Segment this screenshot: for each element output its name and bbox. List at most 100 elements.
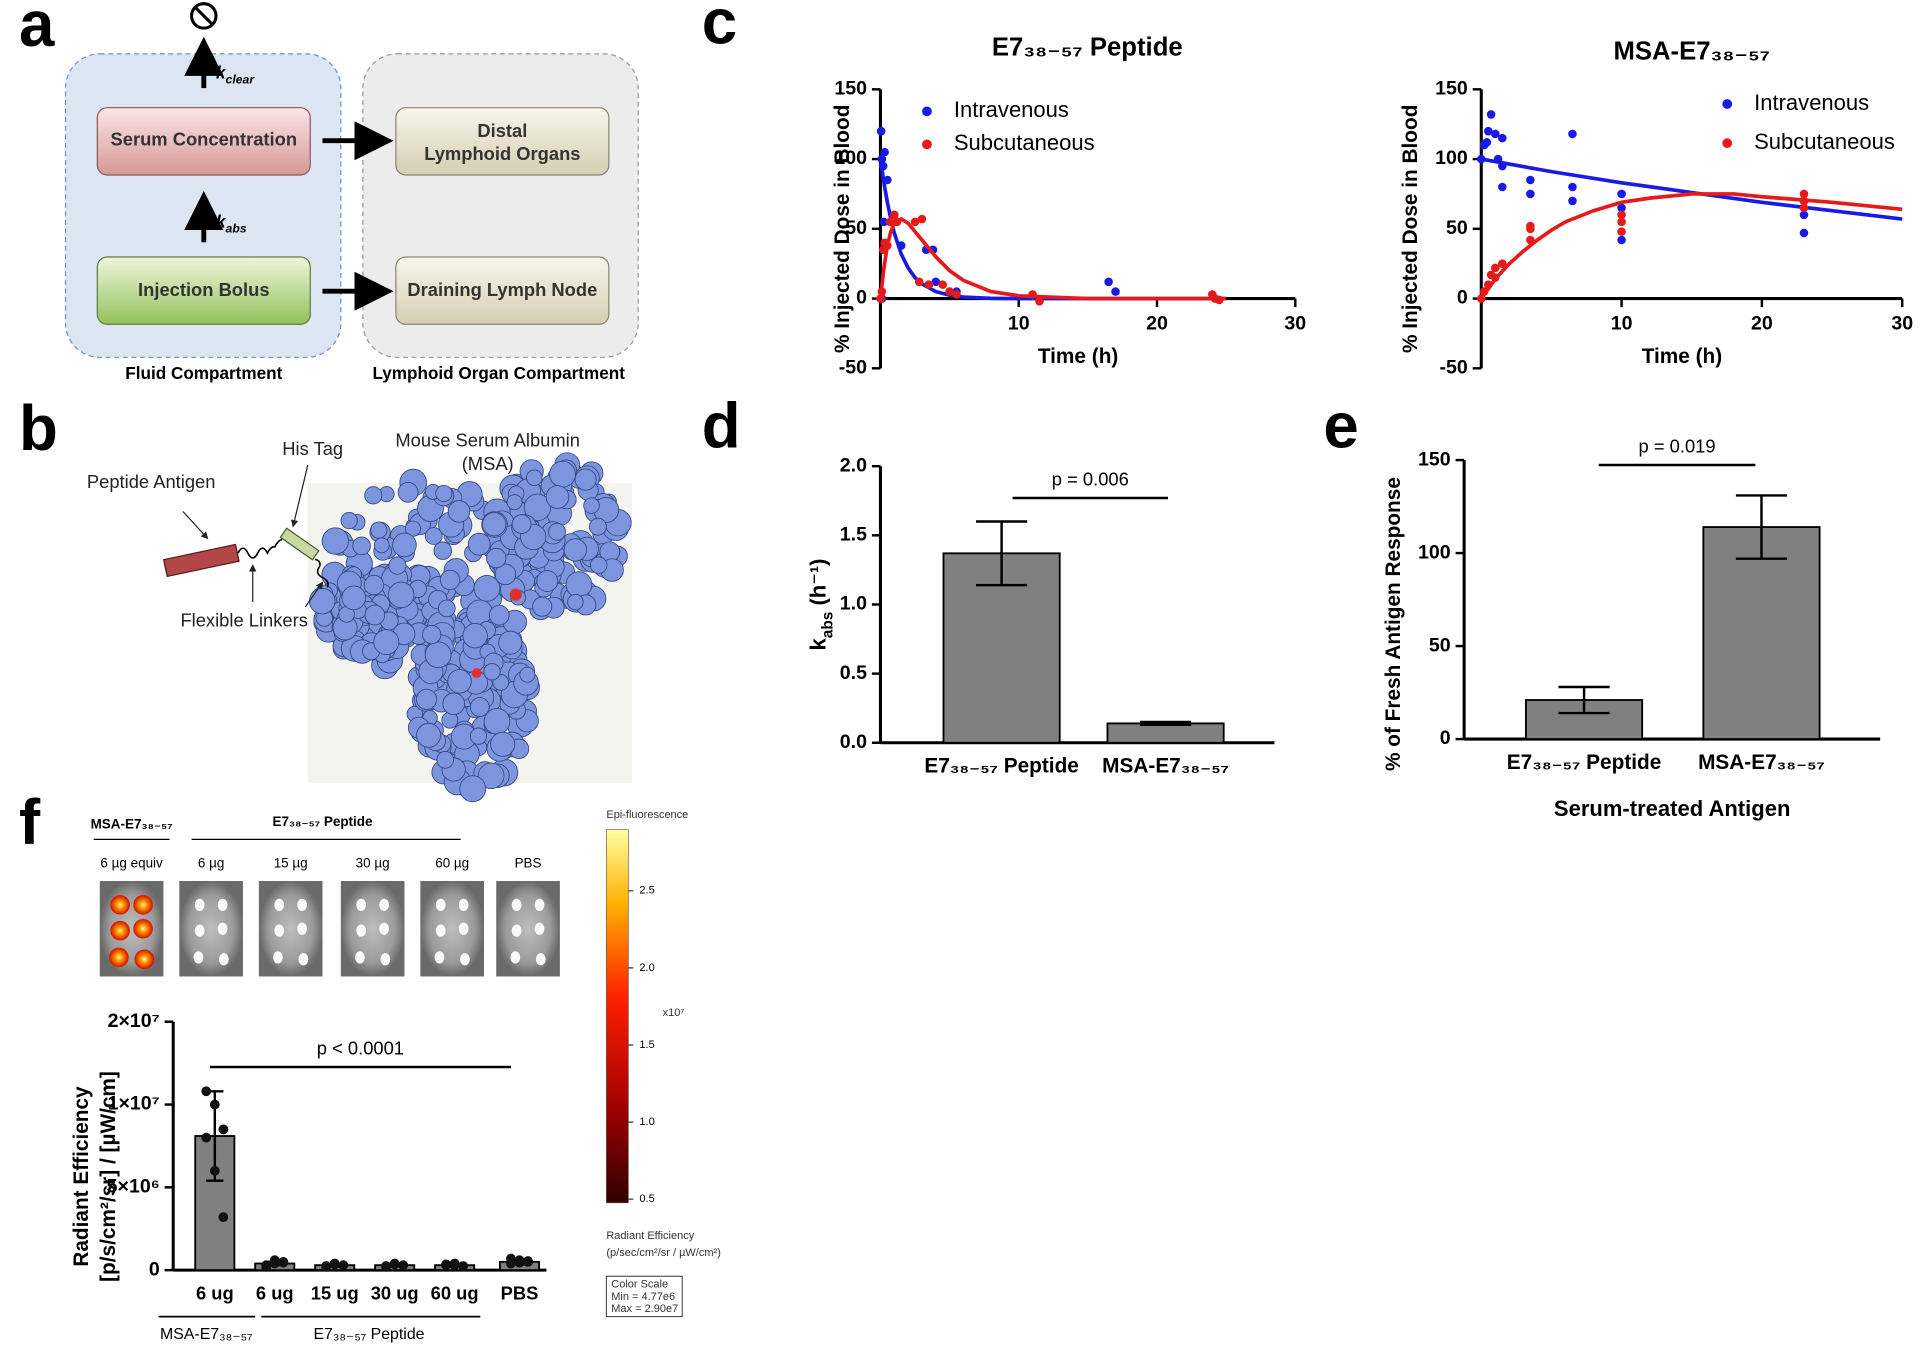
protein-surface: [373, 629, 400, 656]
peptide-antigen: [162, 543, 240, 578]
data-point: [458, 1261, 469, 1271]
data-point: [209, 1165, 220, 1176]
lymph-node-box: [395, 256, 610, 325]
colorbar-tick-label: 1.5: [639, 1039, 654, 1051]
data-point: [1617, 189, 1626, 199]
data-point: [1104, 277, 1113, 287]
his-tag: [279, 527, 320, 561]
protein-surface: [523, 493, 552, 522]
data-point: [1493, 154, 1503, 164]
data-point: [1476, 294, 1486, 303]
annotation: p < 0.0001: [317, 1038, 404, 1059]
lymph-node-spot: [435, 898, 446, 911]
protein-surface: [433, 541, 453, 560]
data-point: [879, 217, 889, 227]
lymph-node-spot: [460, 953, 470, 966]
protein-surface: [439, 569, 461, 591]
protein-surface: [309, 587, 336, 615]
lymph-node-spot: [534, 922, 545, 935]
chart: E7₃₈₋₅₇ Peptide -50 0 50 100 150 10 20 30 % Injec…: [831, 34, 1306, 379]
protein-surface: [511, 514, 532, 534]
data-point: [1484, 126, 1493, 136]
node-label: Distal: [477, 120, 527, 141]
panel-label: f: [19, 787, 41, 858]
protein-surface: [424, 641, 452, 669]
colorbar-tick-label: 1.0: [639, 1116, 654, 1128]
error-bar: [1735, 494, 1788, 560]
label-arrow: [290, 464, 309, 528]
y-axis-label: [p/s/cm²/sr] / [µW/cm]: [97, 1071, 120, 1282]
fluorescence-spot: [133, 918, 153, 939]
protein-surface: [469, 697, 490, 717]
y-tick-label: 5×10⁶: [107, 1176, 160, 1198]
protein-surface: [341, 585, 367, 611]
data-point: [218, 1212, 229, 1223]
data-point: [218, 1124, 229, 1135]
data-point: [1617, 203, 1626, 213]
protein-surface: [364, 604, 386, 626]
x-tick-label: 20: [1751, 312, 1773, 334]
protein-surface: [392, 532, 417, 558]
lymph-node-spot: [274, 924, 285, 937]
protein-surface: [549, 460, 576, 488]
y-tick-label: 50: [1446, 217, 1468, 239]
data-point: [896, 241, 906, 250]
data-point: [1799, 203, 1809, 213]
protein-surface: [567, 593, 584, 611]
lymph-node-spot: [511, 924, 522, 937]
data-point: [883, 241, 892, 250]
text-part: (h⁻¹): [805, 558, 830, 611]
data-point: [917, 214, 927, 224]
protein-surface: [373, 537, 390, 554]
scale-box: [605, 1275, 683, 1318]
data-point: [523, 1256, 533, 1266]
data-point: [1035, 297, 1044, 306]
data-point: [441, 1259, 451, 1270]
rate-label: kabs: [216, 211, 247, 236]
x-tick-label: E7₃₈₋₅₇ Peptide: [1507, 751, 1662, 774]
scale-text: Max = 2.90e7: [611, 1303, 678, 1315]
lymph-node-spot: [194, 898, 205, 911]
data-point: [1568, 129, 1577, 139]
error-bar: [1139, 720, 1192, 726]
data-point: [924, 280, 934, 289]
lymph-node-spot: [273, 951, 283, 964]
node-label: Draining Lymph Node: [407, 279, 597, 300]
dose-label: 6 µg equiv: [100, 855, 163, 870]
protein-surface: [447, 669, 472, 694]
lymph-node-spot: [458, 898, 469, 911]
y-tick-label: 1.5: [840, 524, 867, 546]
data-point: [1482, 138, 1492, 147]
protein-surface: [352, 536, 371, 556]
legend-marker: [1722, 138, 1733, 149]
data-point: [1568, 196, 1577, 206]
y-tick-label: 100: [1435, 147, 1468, 169]
y-tick-label: 100: [1418, 541, 1451, 563]
y-axis-label: % Injected Dose in Blood: [1399, 105, 1422, 353]
group-label: MSA-E7₃₈₋₅₇: [91, 816, 173, 831]
protein-surface: [526, 469, 543, 487]
serum-box: [96, 107, 311, 176]
legend-marker: [922, 139, 932, 150]
protein-surface: [536, 570, 559, 593]
legend-label: Subcutaneous: [1754, 129, 1895, 154]
node-label: Serum Concentration: [111, 129, 298, 150]
data-point: [261, 1261, 272, 1272]
mouse-image: [496, 881, 560, 977]
protein-surface: [416, 688, 438, 710]
y-tick-label: 0: [1440, 727, 1451, 749]
data-point: [398, 1260, 409, 1271]
fluorescence-spot: [134, 949, 155, 970]
y-tick-label: 150: [834, 77, 867, 99]
data-point: [1498, 259, 1507, 268]
data-point: [1498, 133, 1507, 143]
data-point: [201, 1132, 212, 1143]
protein-surface: [498, 630, 523, 655]
data-point: [910, 217, 920, 227]
protein-surface: [364, 486, 383, 505]
y-tick-label: 150: [1418, 448, 1451, 470]
colorbar-unit: Radiant Efficiency: [606, 1230, 694, 1242]
fluorescence-spot: [110, 920, 130, 941]
legend-label: Intravenous: [954, 97, 1069, 122]
lymph-node-spot: [379, 922, 390, 935]
